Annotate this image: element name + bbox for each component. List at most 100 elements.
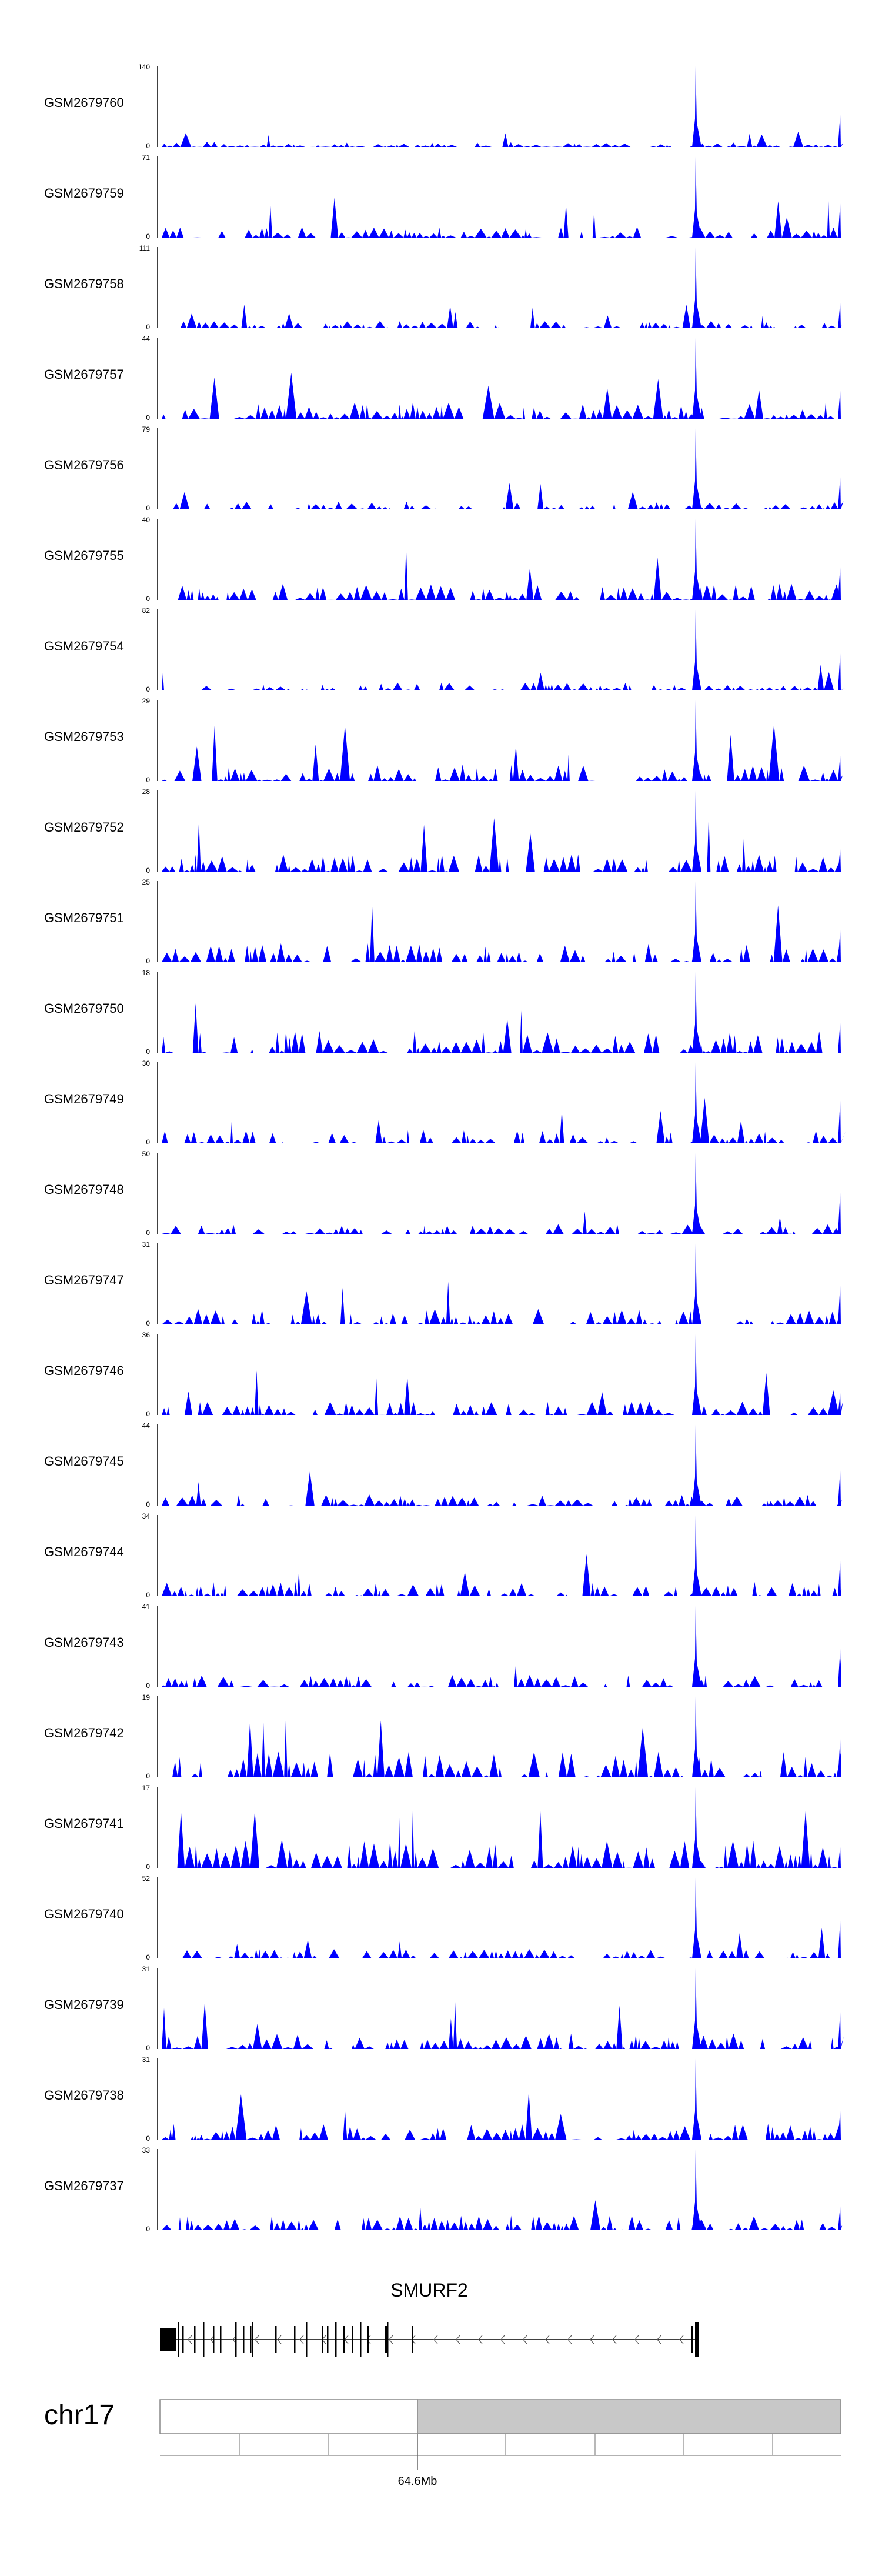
- track-ymin-label: 0: [146, 504, 150, 512]
- gene-exon: [691, 2326, 693, 2353]
- coverage-peak: [692, 1153, 701, 1234]
- track-ymax-label: 25: [142, 878, 151, 886]
- track-ymin-label: 0: [146, 1591, 150, 1599]
- coverage-edge: [838, 1022, 841, 1053]
- gene-exons: [160, 2322, 699, 2357]
- track-ymin-label: 0: [146, 2044, 150, 2052]
- gene-exon: [160, 2328, 176, 2351]
- gene-exon: [343, 2326, 345, 2353]
- track-GSM2679740: GSM2679740 52 0: [44, 1874, 841, 1961]
- track-ymax-label: 18: [142, 969, 151, 977]
- gene-exon: [306, 2322, 308, 2357]
- gene-exon: [194, 2326, 196, 2353]
- track-GSM2679743: GSM2679743 41 0: [44, 1603, 841, 1690]
- strand-arrow: [277, 2335, 282, 2344]
- coverage-area: [162, 2001, 844, 2049]
- coverage-peak: [692, 247, 701, 328]
- track-ymax-label: 30: [142, 1059, 151, 1067]
- track-ymax-label: 31: [142, 1965, 151, 1973]
- gene-exon: [182, 2326, 184, 2353]
- track-label: GSM2679757: [44, 367, 124, 382]
- track-ymax-label: 17: [142, 1784, 151, 1792]
- coverage-area: [162, 816, 841, 872]
- chromosome-ideogram: chr17: [44, 2399, 841, 2434]
- track-label: GSM2679759: [44, 186, 124, 201]
- track-ymax-label: 71: [142, 154, 151, 162]
- coverage-peak: [692, 1968, 701, 2049]
- strand-arrow: [590, 2335, 594, 2344]
- coverage-edge: [838, 755, 841, 781]
- track-label: GSM2679739: [44, 1997, 124, 2012]
- coverage-area: [162, 1003, 844, 1053]
- coverage-area: [162, 1928, 841, 1958]
- track-ymin-label: 0: [146, 1953, 150, 1961]
- track-GSM2679754: GSM2679754 82 0: [44, 606, 846, 693]
- track-ymin-label: 0: [146, 776, 150, 784]
- gene-exon: [412, 2326, 413, 2353]
- track-ymin-label: 0: [146, 1229, 150, 1237]
- gene-exon: [385, 2326, 388, 2353]
- track-ymin-label: 0: [146, 1319, 150, 1327]
- coverage-edge: [838, 203, 841, 238]
- strand-arrow: [389, 2335, 393, 2344]
- track-ymax-label: 33: [142, 2146, 151, 2154]
- track-ymax-label: 111: [139, 244, 151, 252]
- track-label: GSM2679747: [44, 1273, 124, 1287]
- coverage-edge: [838, 1920, 841, 1958]
- track-GSM2679737: GSM2679737 33 0: [44, 2146, 843, 2233]
- strand-arrow: [634, 2335, 639, 2344]
- track-GSM2679755: GSM2679755 40 0: [44, 516, 841, 603]
- coverage-peak: [692, 428, 701, 509]
- track-ymin-label: 0: [146, 1863, 150, 1871]
- track-ymax-label: 31: [142, 2056, 151, 2064]
- track-label: GSM2679752: [44, 820, 124, 835]
- track-ymax-label: 29: [142, 697, 151, 705]
- track-GSM2679760: GSM2679760 140 0: [44, 63, 843, 150]
- track-ymin-label: 0: [146, 1410, 150, 1418]
- gene-exon: [360, 2322, 362, 2357]
- track-ymin-label: 0: [146, 413, 150, 422]
- track-ymin-label: 0: [146, 323, 150, 331]
- strand-arrow: [255, 2335, 259, 2344]
- coverage-peak: [692, 66, 701, 147]
- track-GSM2679746: GSM2679746 36 0: [44, 1331, 843, 1418]
- coverage-area: [162, 665, 846, 690]
- coverage-peak: [692, 1787, 701, 1868]
- coverage-area: [162, 724, 843, 781]
- track-ymin-label: 0: [146, 1681, 150, 1690]
- gene-exon: [252, 2322, 253, 2357]
- track-label: GSM2679751: [44, 910, 124, 925]
- strand-arrow: [500, 2335, 505, 2344]
- coverage-area: [162, 1811, 841, 1868]
- coverage-area: [162, 1097, 846, 1143]
- coverage-peak: [692, 1243, 701, 1324]
- gene-exon: [294, 2326, 296, 2353]
- strand-arrow: [545, 2335, 550, 2344]
- track-label: GSM2679746: [44, 1363, 124, 1378]
- coverage-edge: [838, 1470, 841, 1506]
- track-label: GSM2679756: [44, 458, 124, 472]
- coverage-edge: [838, 1393, 841, 1415]
- track-label: GSM2679753: [44, 729, 124, 744]
- gene-exon: [235, 2322, 237, 2357]
- coverage-peak: [692, 1334, 701, 1415]
- gene-exon: [335, 2322, 337, 2357]
- track-ymax-label: 44: [142, 335, 151, 343]
- coverage-peak: [692, 1696, 701, 1777]
- gene-exon: [322, 2326, 323, 2353]
- coverage-area: [162, 1370, 843, 1415]
- coverage-peak: [692, 2058, 701, 2140]
- track-ymax-label: 79: [142, 425, 151, 433]
- genomic-axis: 64.6Mb: [160, 2434, 841, 2488]
- track-GSM2679747: GSM2679747 31 0: [44, 1240, 841, 1327]
- track-label: GSM2679750: [44, 1001, 124, 1016]
- coverage-area: [162, 1471, 842, 1506]
- track-ymax-label: 140: [138, 63, 150, 71]
- axis-ticks: [239, 2434, 773, 2455]
- track-ymin-label: 0: [146, 232, 150, 241]
- coverage-peak: [692, 1515, 701, 1596]
- coverage-edge: [838, 2012, 841, 2049]
- track-label: GSM2679738: [44, 2088, 124, 2103]
- coverage-area: [162, 483, 844, 509]
- coverage-edge: [838, 302, 841, 328]
